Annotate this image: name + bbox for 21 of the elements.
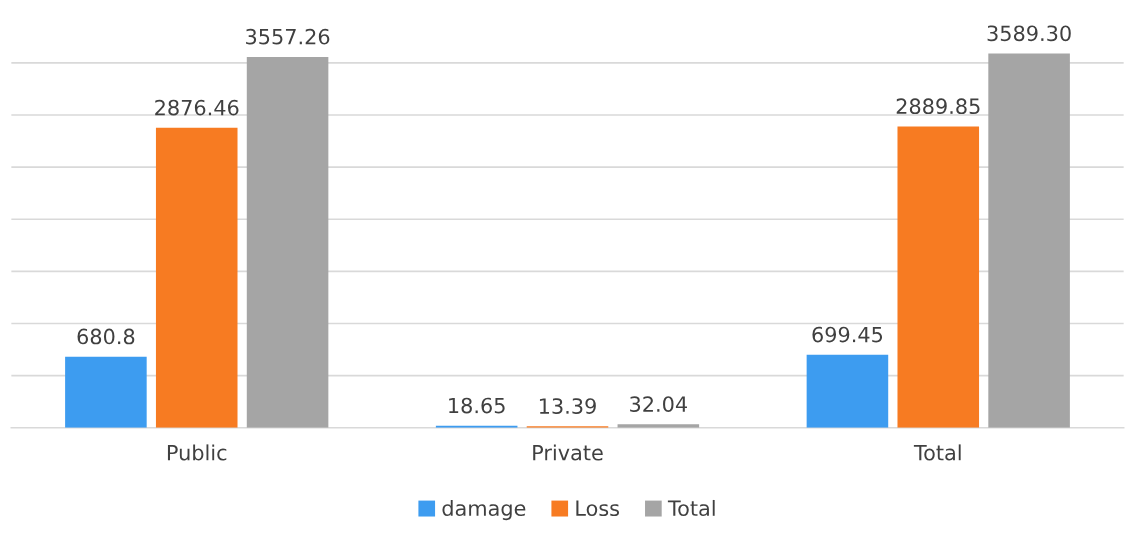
bar <box>246 56 329 428</box>
data-label: 3589.30 <box>987 25 1071 42</box>
data-label: 32.04 <box>630 396 687 412</box>
data-label: 699.45 <box>812 326 883 343</box>
data-label: 680.8 <box>77 328 135 345</box>
data-label: 2876.46 <box>155 99 239 116</box>
x-tick-label: Total <box>913 444 961 461</box>
legend-label: damage <box>442 499 526 521</box>
data-label: 3557.26 <box>246 28 330 45</box>
legend-label: Loss <box>576 500 620 517</box>
bar <box>65 356 147 428</box>
bar <box>155 127 238 428</box>
x-tick-label: Public <box>167 444 227 461</box>
legend-label: Total <box>667 499 715 517</box>
data-label: 13.39 <box>539 398 596 414</box>
data-label: 2889.85 <box>896 98 980 115</box>
data-label: 18.65 <box>449 397 505 414</box>
bar <box>897 126 980 428</box>
bar <box>988 53 1070 428</box>
x-tick-label: Private <box>533 444 603 461</box>
bar <box>806 354 889 428</box>
